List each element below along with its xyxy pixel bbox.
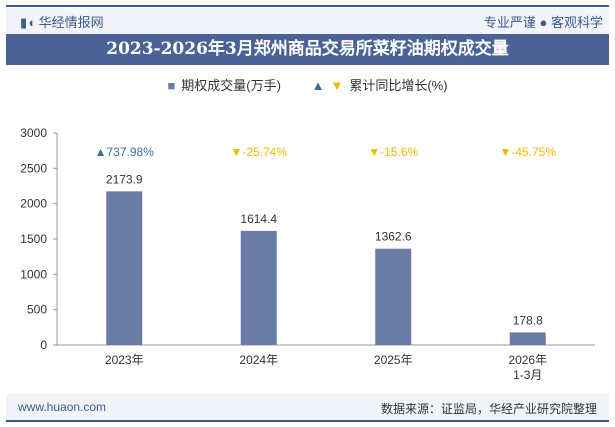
y-tick-label: 500 — [27, 303, 47, 317]
square-icon: ■ — [167, 78, 176, 93]
legend-bar: ■ 期权成交量(万手) — [164, 78, 284, 93]
slogan: 专业严谨 ● 客观科学 — [483, 15, 603, 30]
growth-label: ▲737.98% — [95, 145, 155, 159]
bar — [240, 230, 277, 345]
logo-text: 华经情报网 — [38, 15, 104, 30]
footer-bar: www.huaon.com 数据来源：证监局，华经产业研究院整理 — [6, 394, 609, 420]
y-tick-label: 1500 — [20, 232, 47, 246]
growth-label: ▼-25.74% — [230, 145, 287, 159]
growth-label: ▼-15.6% — [368, 145, 418, 159]
top-divider — [6, 5, 609, 7]
x-tick-label: 2023年 — [105, 353, 144, 367]
chart-title: 2023-2026年3月郑州商品交易所菜籽油期权成交量 — [6, 34, 609, 65]
y-tick-label: 0 — [40, 338, 47, 352]
x-tick-label: 2024年 — [239, 353, 278, 367]
data-source: 数据来源：证监局，华经产业研究院整理 — [380, 402, 597, 416]
bar-value-label: 2173.9 — [106, 172, 143, 186]
legend-growth-label: 累计同比增长(%) — [349, 78, 448, 93]
bar — [509, 332, 546, 345]
website-link[interactable]: www.huaon.com — [18, 400, 107, 414]
bottom-divider — [6, 420, 609, 422]
y-tick-label: 2500 — [20, 161, 47, 175]
x-tick-label: 2025年 — [374, 353, 413, 367]
logo: ▮◖ 华经情报网 — [20, 12, 104, 31]
bar-value-label: 1362.6 — [375, 230, 412, 244]
bar-value-label: 1614.4 — [240, 212, 277, 226]
y-tick-label: 3000 — [20, 126, 47, 140]
legend-bar-label: 期权成交量(万手) — [181, 78, 281, 93]
legend-growth: ▲ ▼ 累计同比增长(%) — [309, 78, 451, 93]
x-tick-label: 2026年 — [508, 353, 547, 367]
y-tick-label: 1000 — [20, 267, 47, 281]
triangle-down-icon: ▼ — [330, 78, 344, 93]
logo-icon: ▮◖ — [20, 15, 36, 30]
bar — [106, 191, 143, 345]
triangle-up-icon: ▲ — [311, 78, 325, 93]
legend: ■ 期权成交量(万手) ▲ ▼ 累计同比增长(%) — [0, 75, 615, 94]
growth-label: ▼-45.75% — [499, 145, 556, 159]
bar-value-label: 178.8 — [513, 313, 543, 327]
x-tick-label: 1-3月 — [513, 368, 542, 382]
y-tick-label: 2000 — [20, 197, 47, 211]
header-bar — [6, 8, 609, 34]
bar — [375, 248, 412, 345]
